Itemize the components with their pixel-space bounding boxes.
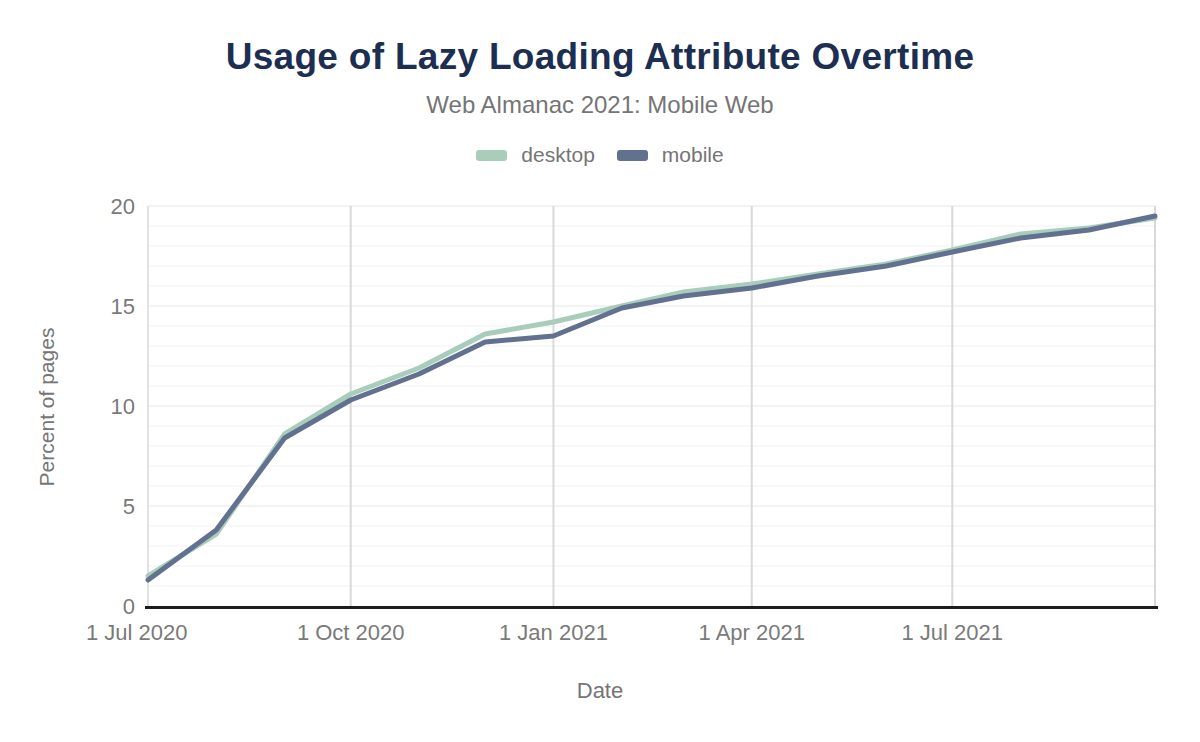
- x-tick-label: 1 Jul 2020: [86, 620, 188, 645]
- y-tick-label: 10: [111, 394, 135, 419]
- y-tick-label: 20: [111, 194, 135, 219]
- y-tick-label: 5: [123, 494, 135, 519]
- y-tick-label: 15: [111, 294, 135, 319]
- y-tick-label: 0: [123, 594, 135, 619]
- y-axis-title: Percent of pages: [35, 257, 59, 557]
- chart-figure: Usage of Lazy Loading Attribute Overtime…: [0, 0, 1200, 742]
- x-tick-label: 1 Jan 2021: [499, 620, 608, 645]
- desktop-line: [148, 218, 1155, 576]
- x-axis-title: Date: [0, 678, 1200, 704]
- plot-area: 0 5 10 15 20 1 Jul 2020 1 Oct 2020 1 Jan 2021 1 …: [0, 0, 1200, 742]
- x-tick-label: 1 Jul 2021: [902, 620, 1004, 645]
- mobile-line: [148, 216, 1155, 580]
- x-tick-label: 1 Apr 2021: [699, 620, 805, 645]
- x-tick-label: 1 Oct 2020: [297, 620, 405, 645]
